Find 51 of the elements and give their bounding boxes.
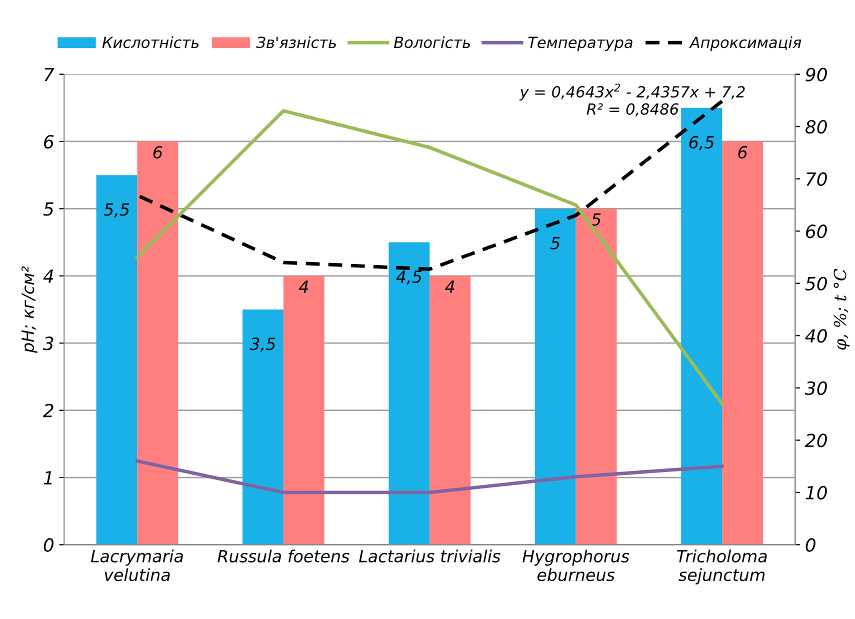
bar (96, 175, 138, 545)
data-label: 4 (445, 280, 454, 293)
data-label: 6,5 (689, 136, 714, 150)
y2-tick-label: 40 (805, 329, 827, 343)
y-tick-label: 7 (44, 68, 54, 82)
data-label: 4,5 (396, 270, 422, 285)
y-tick-label: 1 (44, 471, 52, 484)
data-label: 5,5 (104, 203, 130, 218)
bar (681, 108, 722, 545)
y-tick-label: 2 (42, 404, 54, 418)
x-tick-label: Lactarius trivialis (359, 550, 500, 562)
x-tick-label: Lacrymaria velutina (90, 550, 183, 582)
data-label: 4 (298, 280, 308, 293)
bar (430, 276, 471, 545)
y-tick-label: 4 (43, 270, 54, 283)
x-tick-label: Russula foetens (218, 550, 350, 562)
data-label: 3,5 (250, 338, 276, 352)
legend-label: Кислотність (102, 36, 199, 48)
y2-tick-label: 60 (806, 224, 827, 238)
legend-label: Апроксимація (689, 36, 802, 52)
y-tick-label: 5 (43, 202, 54, 216)
y2-tick-label: 80 (805, 120, 827, 134)
y-axis-title: pH; кг/см² (22, 266, 38, 353)
y2-tick-label: 30 (804, 381, 827, 396)
data-label: 5 (550, 236, 560, 250)
y2-tick-label: 0 (806, 538, 816, 552)
data-label: 6 (153, 146, 162, 159)
legend-label: Зв'язність (256, 36, 336, 48)
bar (576, 208, 617, 545)
y-tick-label: 3 (42, 336, 54, 350)
bar (137, 141, 178, 545)
annotation: y = 0,4643x$^{2}$ - 2,4357x + 7,2 R² = 0,8486 (519, 84, 745, 116)
legend-label: Вологість (394, 36, 470, 48)
y2-tick-label: 20 (804, 434, 827, 448)
x-tick-label: Hygrophorus eburneus (522, 550, 630, 582)
bar (283, 276, 324, 545)
bar (722, 141, 763, 545)
legend-label: Температура (528, 36, 632, 52)
y-tick-label: 0 (44, 538, 54, 552)
y-tick-label: 6 (44, 134, 54, 149)
data-label: 6 (738, 146, 748, 159)
bar (242, 310, 284, 545)
y2-tick-label: 50 (805, 276, 827, 290)
bar (534, 208, 576, 545)
data-label: 5 (591, 213, 601, 226)
x-tick-label: Tricholoma sejunctum (676, 550, 767, 584)
y2-tick-label: 90 (806, 68, 827, 82)
y2-tick-label: 10 (806, 486, 827, 500)
bar (388, 242, 430, 545)
y2-axis-title: φ, %; t °C (834, 268, 850, 350)
y2-tick-label: 70 (806, 172, 827, 186)
